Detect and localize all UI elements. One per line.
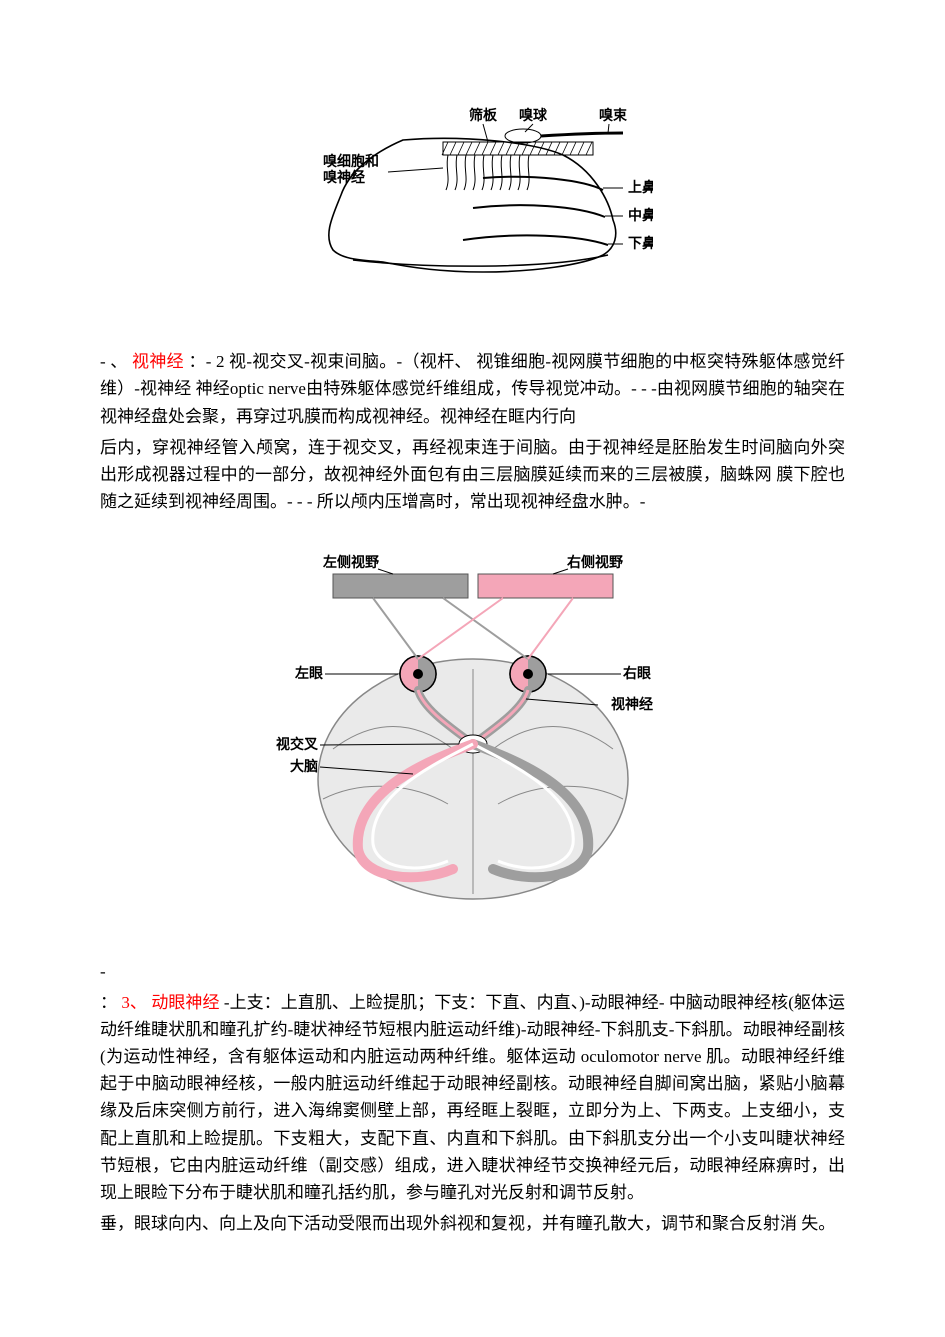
- figure-1-nasal: 筛板 嗅球 嗅束嗅细胞和嗅神经上鼻甲中鼻甲下鼻甲: [100, 100, 845, 308]
- svg-text:嗅球: 嗅球: [519, 107, 548, 123]
- section-1-title: 视神经: [132, 352, 184, 371]
- svg-text:嗅神经: 嗅神经: [323, 169, 365, 185]
- svg-text:视神经: 视神经: [611, 696, 653, 712]
- figure-2-svg: 左侧视野 右侧视野左眼 右眼视神经视交叉大脑: [263, 549, 683, 909]
- svg-text:下鼻甲: 下鼻甲: [628, 235, 653, 251]
- svg-text:嗅细胞和: 嗅细胞和: [323, 153, 379, 169]
- svg-text:筛板: 筛板: [469, 107, 498, 123]
- figure-2-visual-pathway: 左侧视野 右侧视野左眼 右眼视神经视交叉大脑: [100, 549, 845, 917]
- svg-text:右侧视野: 右侧视野: [566, 554, 623, 570]
- svg-text:上鼻甲: 上鼻甲: [628, 179, 653, 195]
- svg-text:视交叉: 视交叉: [276, 736, 319, 752]
- section-1-lead: - 、: [100, 352, 128, 371]
- figure-1-svg: 筛板 嗅球 嗅束嗅细胞和嗅神经上鼻甲中鼻甲下鼻甲: [293, 100, 653, 300]
- section-2-prefix: -: [100, 958, 845, 985]
- section-2-body-1: -上支：上直肌、上睑提肌；下支：下直、内直、)-动眼神经- 中脑动眼神经核(躯体…: [100, 993, 845, 1202]
- svg-text:左眼: 左眼: [294, 665, 323, 681]
- svg-text:右眼: 右眼: [622, 665, 651, 681]
- section-1-body-1: ：- 2 视-视交叉-视束间脑。-（视杆、 视锥细胞-视网膜节细胞的中枢突特殊躯…: [100, 352, 845, 425]
- svg-text:中鼻甲: 中鼻甲: [628, 207, 653, 223]
- section-1-para-1: - 、 视神经 ：- 2 视-视交叉-视束间脑。-（视杆、 视锥细胞-视网膜节细…: [100, 348, 845, 430]
- section-2-lead: ：: [100, 993, 121, 1012]
- section-2-para-1: ： 3、 动眼神经 -上支：上直肌、上睑提肌；下支：下直、内直、)-动眼神经- …: [100, 989, 845, 1207]
- section-2-title: 动眼神经: [151, 993, 219, 1012]
- section-2-num: 3、: [121, 993, 147, 1012]
- section-1-para-2: 后内，穿视神经管入颅窝，连于视交叉，再经视束连于间脑。由于视神经是胚胎发生时间脑…: [100, 434, 845, 516]
- svg-text:左侧视野: 左侧视野: [322, 554, 379, 570]
- svg-text:大脑: 大脑: [290, 758, 318, 774]
- svg-text:嗅束: 嗅束: [599, 107, 628, 123]
- section-2-para-2: 垂，眼球向内、向上及向下活动受限而出现外斜视和复视，并有瞳孔散大，调节和聚合反射…: [100, 1210, 845, 1237]
